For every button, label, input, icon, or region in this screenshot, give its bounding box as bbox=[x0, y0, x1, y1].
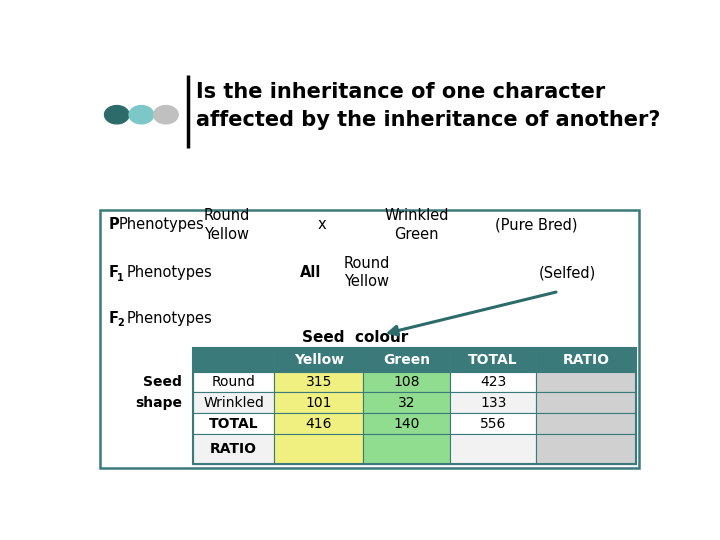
Text: All: All bbox=[300, 265, 321, 280]
Bar bbox=[274, 434, 364, 464]
Text: (Selfed): (Selfed) bbox=[539, 265, 595, 280]
Text: RATIO: RATIO bbox=[210, 442, 257, 456]
Text: Phenotypes: Phenotypes bbox=[126, 265, 212, 280]
Bar bbox=[450, 393, 536, 413]
Bar bbox=[364, 372, 450, 393]
Text: shape: shape bbox=[135, 396, 182, 410]
Text: 556: 556 bbox=[480, 417, 506, 430]
Text: 2: 2 bbox=[117, 319, 124, 328]
Text: affected by the inheritance of another?: affected by the inheritance of another? bbox=[196, 110, 660, 130]
Text: Seed  colour: Seed colour bbox=[302, 329, 408, 345]
Bar bbox=[193, 393, 274, 413]
Bar bbox=[274, 372, 364, 393]
Bar bbox=[193, 413, 274, 434]
Bar bbox=[364, 413, 450, 434]
Bar bbox=[536, 413, 636, 434]
Bar bbox=[274, 348, 364, 372]
Bar bbox=[536, 393, 636, 413]
Text: 1: 1 bbox=[117, 273, 124, 282]
Bar bbox=[536, 348, 636, 372]
Text: Phenotypes: Phenotypes bbox=[126, 311, 212, 326]
Bar bbox=[450, 372, 536, 393]
Bar bbox=[193, 372, 274, 393]
Circle shape bbox=[104, 105, 129, 124]
Text: Wrinkled
Green: Wrinkled Green bbox=[384, 208, 449, 242]
Text: Yellow: Yellow bbox=[294, 353, 344, 367]
Bar bbox=[450, 434, 536, 464]
Text: Is the inheritance of one character: Is the inheritance of one character bbox=[196, 82, 606, 102]
Bar bbox=[536, 434, 636, 464]
Bar bbox=[193, 348, 636, 464]
Bar bbox=[100, 211, 639, 468]
Text: RATIO: RATIO bbox=[562, 353, 610, 367]
Text: Phenotypes: Phenotypes bbox=[119, 218, 204, 232]
Bar bbox=[364, 348, 450, 372]
Bar bbox=[450, 413, 536, 434]
Circle shape bbox=[129, 105, 153, 124]
Text: 140: 140 bbox=[393, 417, 420, 430]
Text: 32: 32 bbox=[398, 396, 415, 410]
Bar bbox=[450, 348, 536, 372]
Text: Round
Yellow: Round Yellow bbox=[344, 256, 390, 289]
Text: Wrinkled: Wrinkled bbox=[203, 396, 264, 410]
Bar bbox=[536, 372, 636, 393]
Text: 108: 108 bbox=[393, 375, 420, 389]
Text: TOTAL: TOTAL bbox=[468, 353, 518, 367]
Text: (Pure Bred): (Pure Bred) bbox=[495, 218, 577, 232]
Bar bbox=[274, 393, 364, 413]
Text: Round: Round bbox=[212, 375, 256, 389]
Bar bbox=[364, 393, 450, 413]
Text: F: F bbox=[109, 311, 118, 326]
Bar bbox=[193, 434, 274, 464]
Text: F: F bbox=[109, 265, 118, 280]
Text: 101: 101 bbox=[305, 396, 332, 410]
Bar bbox=[193, 348, 274, 372]
Circle shape bbox=[153, 105, 178, 124]
Text: 315: 315 bbox=[305, 375, 332, 389]
Text: 423: 423 bbox=[480, 375, 506, 389]
Text: Round
Yellow: Round Yellow bbox=[204, 208, 250, 242]
Bar bbox=[364, 434, 450, 464]
Bar bbox=[274, 413, 364, 434]
Text: TOTAL: TOTAL bbox=[209, 417, 258, 430]
Text: x: x bbox=[318, 218, 326, 232]
Text: Green: Green bbox=[383, 353, 431, 367]
Text: 133: 133 bbox=[480, 396, 506, 410]
Text: P: P bbox=[109, 218, 120, 232]
Text: 416: 416 bbox=[305, 417, 332, 430]
Text: Seed: Seed bbox=[143, 375, 182, 389]
